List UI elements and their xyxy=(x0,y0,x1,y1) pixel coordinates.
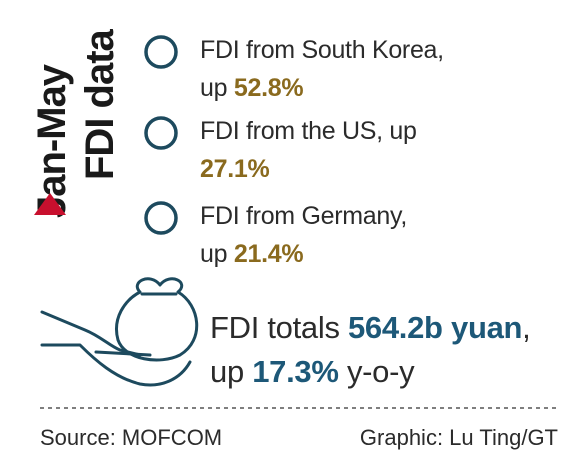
item-value: 27.1% xyxy=(200,155,270,183)
credit: Graphic: Lu Ting/GT xyxy=(359,425,558,450)
bullet xyxy=(144,35,178,69)
total-suffix: y-o-y xyxy=(346,354,415,389)
item: FDI from the US, up 27.1% xyxy=(200,112,530,188)
item-text: FDI from Germany, xyxy=(200,202,407,230)
item: FDI from Germany, up 21.4% xyxy=(200,197,530,273)
item-text: FDI from the US, up xyxy=(200,117,417,145)
bullets xyxy=(144,35,178,235)
red-triangle xyxy=(34,193,66,215)
item-text: FDI from South Korea, xyxy=(200,36,444,64)
item-value: 52.8% xyxy=(233,74,304,102)
total-sep: , xyxy=(522,310,531,345)
source: Source: MOFCOM xyxy=(40,425,223,450)
total: FDI totals 564.2b yuan, up 17.3% y-o-y xyxy=(210,306,531,394)
total-amount: 564.2b yuan xyxy=(347,310,523,345)
item-up: up xyxy=(200,74,228,102)
item-value: 21.4% xyxy=(233,240,304,268)
hand-icon xyxy=(40,277,199,387)
total-label: FDI totals xyxy=(210,310,340,345)
bullet xyxy=(144,201,178,235)
total-up: up xyxy=(210,354,244,389)
bullet xyxy=(144,116,178,150)
item: FDI from South Korea, up 52.8% xyxy=(200,31,530,107)
item-up: up xyxy=(200,240,228,268)
total-growth: 17.3% xyxy=(252,354,339,389)
